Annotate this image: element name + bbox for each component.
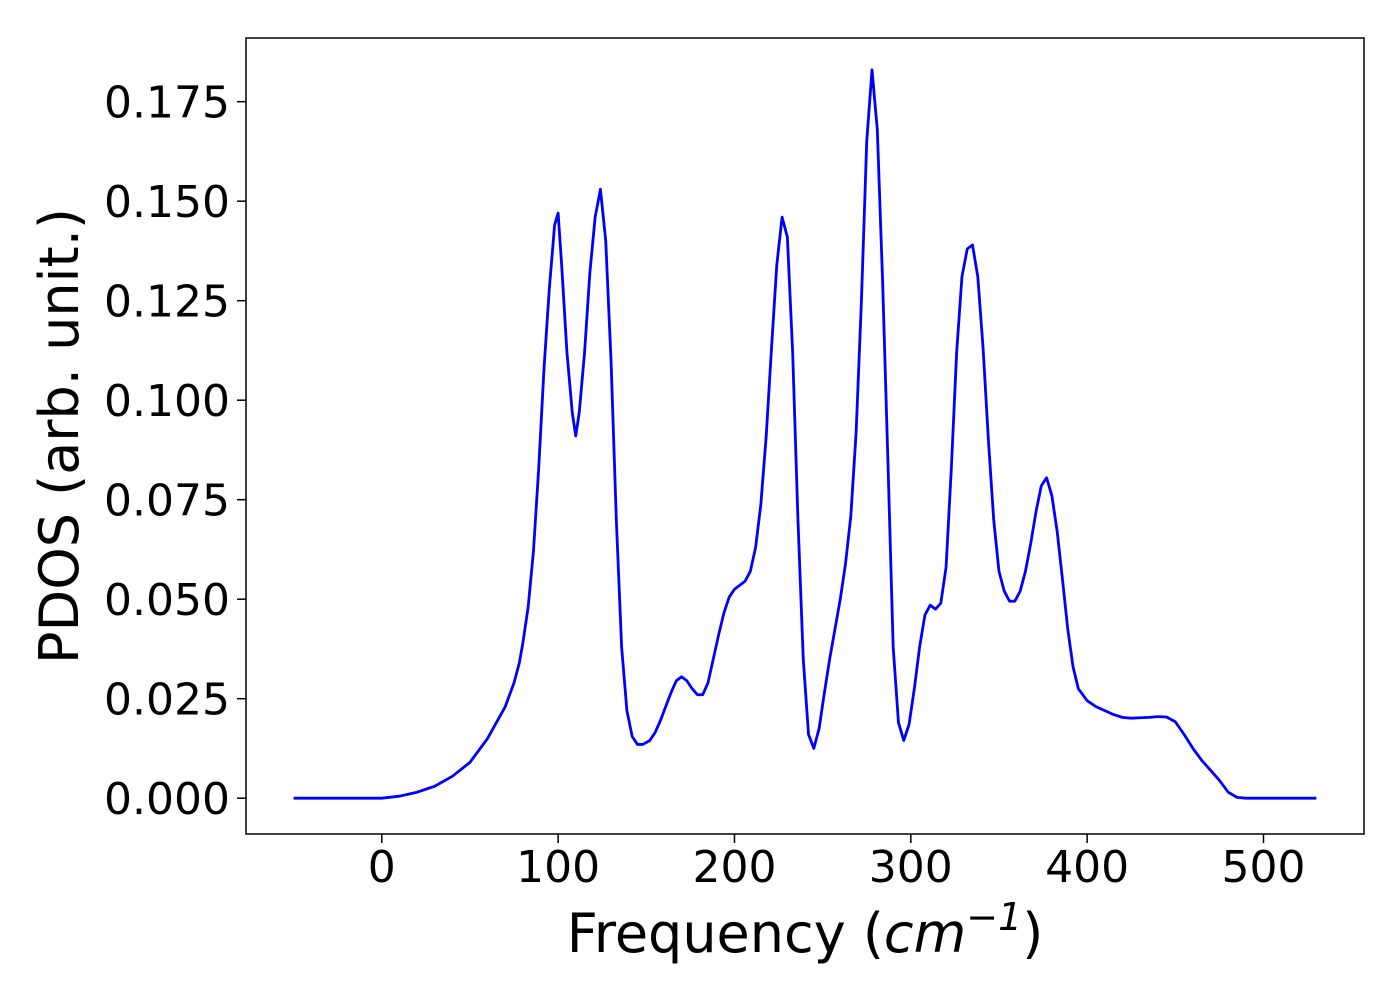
x-axis-label-exponent: −1 — [966, 895, 1022, 939]
x-tick-label: 100 — [516, 842, 600, 893]
x-axis-label-variable: cm — [884, 902, 966, 965]
x-tick-label: 300 — [869, 842, 953, 893]
x-tick-label: 0 — [368, 842, 396, 893]
y-tick-label: 0.050 — [104, 575, 230, 626]
y-tick-label: 0.150 — [104, 177, 230, 228]
x-axis-ticks: 0 100 200 300 400 500 — [368, 834, 1305, 893]
x-axis-label-prefix: Frequency ( — [567, 902, 884, 965]
x-axis-label: Frequency (cm−1) — [567, 895, 1044, 965]
x-tick-label: 400 — [1045, 842, 1129, 893]
pdos-series-line — [293, 68, 1317, 800]
y-tick-label: 0.000 — [104, 774, 230, 825]
y-tick-label: 0.175 — [104, 78, 230, 129]
y-tick-label: 0.125 — [104, 277, 230, 328]
y-tick-label: 0.100 — [104, 376, 230, 427]
x-tick-label: 200 — [692, 842, 776, 893]
y-axis-ticks: 0.000 0.025 0.050 0.075 0.100 0.125 0.150 0.175 — [104, 78, 246, 825]
x-tick-label: 500 — [1221, 842, 1305, 893]
y-axis-label: PDOS (arb. unit.) — [28, 208, 91, 664]
series-layer — [293, 68, 1317, 800]
plot-frame — [245, 37, 1365, 835]
y-tick-label: 0.075 — [104, 476, 230, 527]
x-axis-label-suffix: ) — [1022, 902, 1043, 965]
y-tick-label: 0.025 — [104, 675, 230, 726]
